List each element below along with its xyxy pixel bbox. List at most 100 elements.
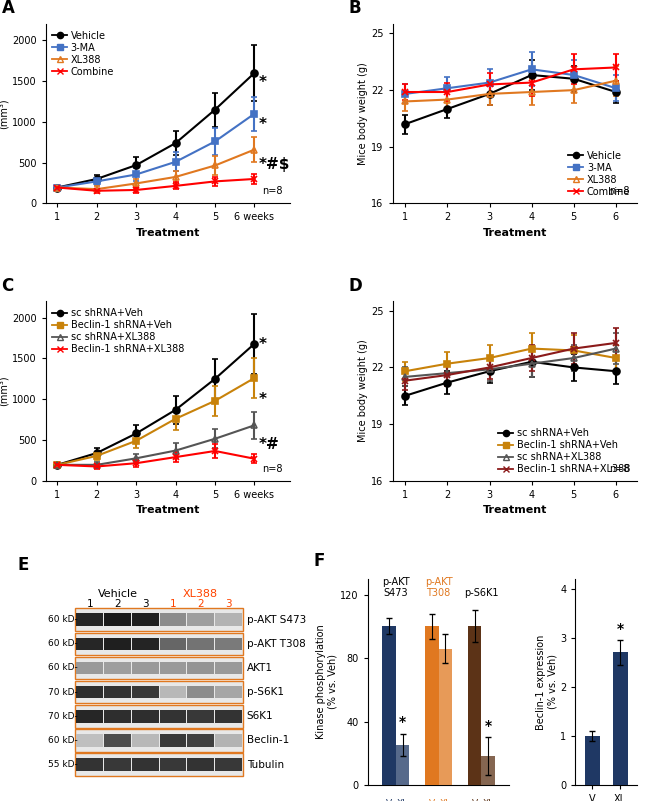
Bar <box>215 638 242 650</box>
Text: S473: S473 <box>384 588 408 598</box>
Text: p-AKT S473: p-AKT S473 <box>247 614 306 625</box>
Text: *#: *# <box>259 437 280 452</box>
Text: 1: 1 <box>86 599 93 610</box>
Bar <box>215 662 242 674</box>
Y-axis label: Mice body weight (g): Mice body weight (g) <box>358 340 369 442</box>
Bar <box>77 759 103 771</box>
Bar <box>132 662 159 674</box>
X-axis label: Treatment: Treatment <box>135 228 200 238</box>
Text: XL: XL <box>397 799 408 801</box>
Text: AKT1: AKT1 <box>247 663 273 673</box>
Text: 3: 3 <box>225 599 231 610</box>
Bar <box>439 649 452 785</box>
Text: n=8: n=8 <box>609 187 630 196</box>
Text: 60 kD-: 60 kD- <box>48 615 77 624</box>
Bar <box>159 662 187 674</box>
Bar <box>612 652 628 785</box>
Bar <box>104 638 131 650</box>
Text: *: * <box>259 117 267 132</box>
Text: 55 kD-: 55 kD- <box>48 760 77 769</box>
Bar <box>482 756 495 785</box>
Text: V: V <box>385 799 392 801</box>
Legend: sc shRNA+Veh, Beclin-1 shRNA+Veh, sc shRNA+XL388, Beclin-1 shRNA+XL388: sc shRNA+Veh, Beclin-1 shRNA+Veh, sc shR… <box>50 306 186 356</box>
Bar <box>132 614 159 626</box>
Bar <box>187 638 214 650</box>
Text: p-S6K1: p-S6K1 <box>464 588 499 598</box>
X-axis label: Treatment: Treatment <box>482 228 547 238</box>
Bar <box>159 614 187 626</box>
Bar <box>187 614 214 626</box>
Bar <box>187 759 214 771</box>
Bar <box>132 759 159 771</box>
Text: D: D <box>348 276 362 295</box>
Bar <box>187 735 214 747</box>
Text: 1: 1 <box>170 599 176 610</box>
Bar <box>215 710 242 723</box>
Bar <box>187 710 214 723</box>
Bar <box>75 729 243 751</box>
Text: B: B <box>348 0 361 18</box>
Text: S6K1: S6K1 <box>247 711 274 722</box>
Bar <box>77 662 103 674</box>
Legend: sc shRNA+Veh, Beclin-1 shRNA+Veh, sc shRNA+XL388, Beclin-1 shRNA+XL388: sc shRNA+Veh, Beclin-1 shRNA+Veh, sc shR… <box>497 426 632 476</box>
Bar <box>77 638 103 650</box>
Bar <box>584 736 600 785</box>
Text: *: * <box>617 622 624 636</box>
Text: T308: T308 <box>426 588 450 598</box>
Text: *: * <box>259 392 267 407</box>
Bar <box>77 735 103 747</box>
Bar <box>187 662 214 674</box>
Text: p-S6K1: p-S6K1 <box>247 687 284 697</box>
Text: Tubulin: Tubulin <box>247 759 284 770</box>
Text: 60 kD-: 60 kD- <box>48 663 77 673</box>
Text: p-AKT T308: p-AKT T308 <box>247 639 306 649</box>
Bar <box>382 626 396 785</box>
Bar <box>104 614 131 626</box>
Bar <box>104 710 131 723</box>
Bar <box>75 633 243 655</box>
Y-axis label: Beclin-1 expression
(% vs. Veh): Beclin-1 expression (% vs. Veh) <box>536 634 557 730</box>
Bar <box>132 710 159 723</box>
Text: 70 kD-: 70 kD- <box>48 687 77 697</box>
Bar <box>75 681 243 703</box>
X-axis label: Treatment: Treatment <box>482 505 547 515</box>
Bar <box>187 686 214 698</box>
Bar <box>75 609 243 631</box>
Text: Vehicle: Vehicle <box>98 589 138 599</box>
Bar <box>132 686 159 698</box>
Bar <box>75 754 243 776</box>
Bar <box>396 745 410 785</box>
Text: 60 kD-: 60 kD- <box>48 639 77 648</box>
Bar <box>215 759 242 771</box>
Text: XL: XL <box>440 799 451 801</box>
Bar <box>159 638 187 650</box>
Text: XL388: XL388 <box>183 589 218 599</box>
X-axis label: Treatment: Treatment <box>135 505 200 515</box>
Bar <box>75 705 243 727</box>
Bar <box>159 735 187 747</box>
Text: *: * <box>259 75 267 90</box>
Bar <box>104 759 131 771</box>
Bar <box>468 626 482 785</box>
Bar <box>75 657 243 679</box>
Bar <box>159 710 187 723</box>
Text: p-AKT: p-AKT <box>424 577 452 586</box>
Legend: Vehicle, 3-MA, XL388, Combine: Vehicle, 3-MA, XL388, Combine <box>566 149 632 199</box>
Bar <box>77 686 103 698</box>
Legend: Vehicle, 3-MA, XL388, Combine: Vehicle, 3-MA, XL388, Combine <box>50 29 116 78</box>
Text: n=8: n=8 <box>262 187 283 196</box>
Text: *: * <box>399 715 406 730</box>
Text: V: V <box>471 799 478 801</box>
Bar <box>159 686 187 698</box>
Text: p-AKT: p-AKT <box>382 577 410 586</box>
Y-axis label: Mice body weight (g): Mice body weight (g) <box>358 62 369 165</box>
Bar <box>215 614 242 626</box>
Text: Beclin-1: Beclin-1 <box>247 735 289 746</box>
Bar <box>104 662 131 674</box>
Text: 3: 3 <box>142 599 148 610</box>
Bar <box>215 686 242 698</box>
Bar <box>215 735 242 747</box>
Bar <box>104 686 131 698</box>
Text: *: * <box>485 718 492 733</box>
Bar <box>132 638 159 650</box>
